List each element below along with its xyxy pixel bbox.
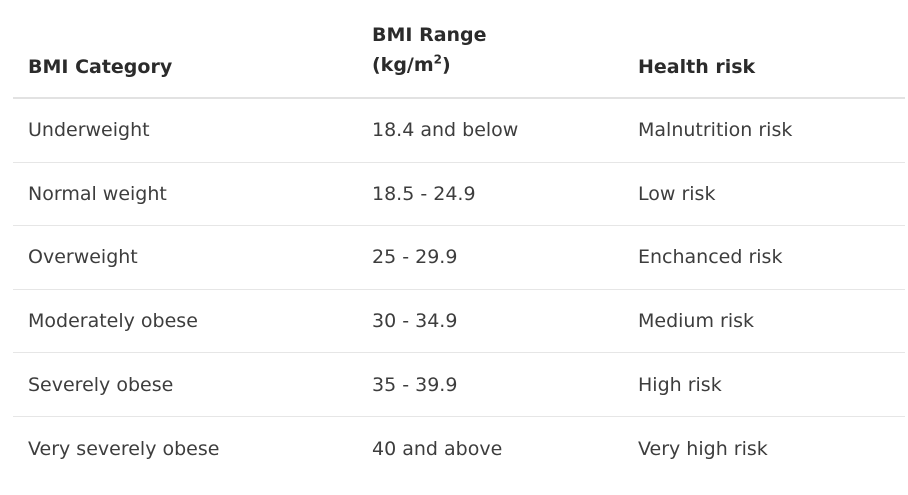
table-row: Very severely obese 40 and above Very hi… [13, 417, 905, 481]
cell-range: 30 - 34.9 [372, 310, 458, 333]
cell-risk: High risk [638, 373, 722, 396]
cell-category: Very severely obese [28, 437, 220, 460]
table-header-row: BMI Category BMI Range (kg/m2) Health ri… [13, 0, 905, 99]
table-row: Overweight 25 - 29.9 Enchanced risk [13, 226, 905, 290]
unit-suffix: ) [442, 54, 451, 76]
cell-risk: Malnutrition risk [638, 119, 793, 142]
cell-category: Underweight [28, 119, 150, 142]
cell-category: Severely obese [28, 373, 174, 396]
header-bmi-range-unit: (kg/m2) [372, 50, 487, 80]
unit-prefix: (kg/m [372, 54, 434, 76]
table-row: Moderately obese 30 - 34.9 Medium risk [13, 290, 905, 354]
cell-range: 18.4 and below [372, 119, 519, 142]
table-row: Underweight 18.4 and below Malnutrition … [13, 99, 905, 163]
cell-range: 18.5 - 24.9 [372, 182, 476, 205]
cell-category: Normal weight [28, 182, 167, 205]
header-bmi-range-title: BMI Range [372, 24, 487, 46]
cell-risk: Very high risk [638, 437, 768, 460]
cell-risk: Low risk [638, 182, 716, 205]
header-bmi-category: BMI Category [28, 56, 173, 78]
table-row: Normal weight 18.5 - 24.9 Low risk [13, 163, 905, 227]
cell-category: Moderately obese [28, 310, 198, 333]
cell-range: 25 - 29.9 [372, 246, 458, 269]
header-health-risk: Health risk [638, 56, 756, 78]
cell-range: 35 - 39.9 [372, 373, 458, 396]
cell-category: Overweight [28, 246, 138, 269]
unit-superscript: 2 [433, 52, 443, 67]
cell-risk: Enchanced risk [638, 246, 783, 269]
cell-range: 40 and above [372, 437, 503, 460]
bmi-table: BMI Category BMI Range (kg/m2) Health ri… [13, 0, 905, 481]
cell-risk: Medium risk [638, 310, 755, 333]
table-row: Severely obese 35 - 39.9 High risk [13, 353, 905, 417]
header-bmi-range: BMI Range (kg/m2) [372, 20, 487, 80]
